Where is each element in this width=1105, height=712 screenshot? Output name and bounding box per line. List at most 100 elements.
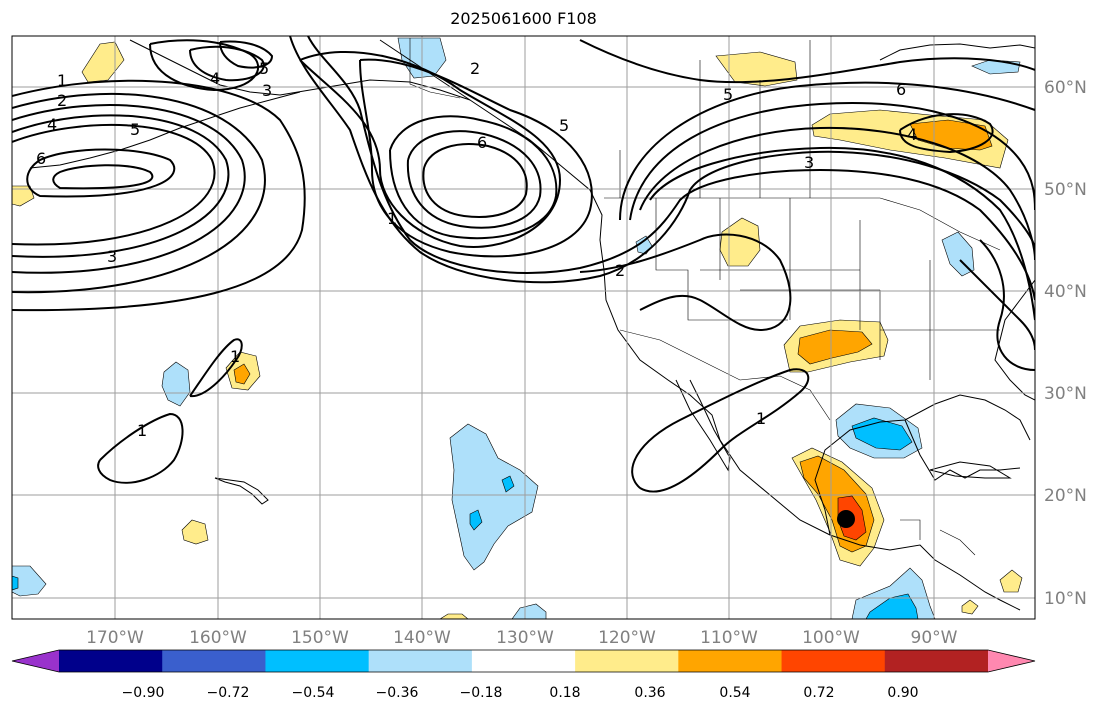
lon-label: 110°W: [700, 628, 758, 648]
border-alaska-canada: [409, 38, 461, 99]
contour-label: 4: [907, 125, 917, 144]
contour-line: [52, 164, 154, 190]
contour-line: [12, 92, 266, 294]
positive-anomaly-area: [797, 329, 873, 365]
colorbar-tick-label: 0.18: [549, 685, 580, 701]
contour-label: 1: [756, 409, 766, 428]
contour-line: [12, 103, 246, 274]
colorbar-extend-min: [12, 650, 59, 672]
lon-label: 130°W: [496, 628, 554, 648]
lat-label: 20°N: [1044, 486, 1087, 506]
contour-labels: 1 2 4 5 6 3 4 5 3 2 5 6 1 2 3 5 6 4 1 1 …: [36, 59, 917, 440]
border-states: [655, 198, 1000, 380]
negative-anomaly-area: [12, 565, 47, 597]
contour-label: 4: [47, 115, 57, 134]
positive-anomaly-area: [439, 613, 469, 619]
coastline-hawaii: [214, 477, 269, 505]
colorbar-tick-label: −0.36: [376, 685, 419, 701]
lat-label: 40°N: [1044, 282, 1087, 302]
negative-anomaly-area: [449, 423, 539, 571]
colorbar-tick-labels: −0.90 −0.72 −0.54 −0.36 −0.18 0.18 0.36 …: [122, 685, 919, 701]
contour-label: 2: [615, 261, 625, 280]
lon-label: 90°W: [911, 628, 958, 648]
colorbar-segment: [471, 650, 576, 672]
negative-anomaly-area: [12, 575, 19, 591]
contour-line: [359, 58, 593, 258]
gridlines: [12, 36, 1035, 619]
colorbar-tick-label: −0.90: [122, 685, 165, 701]
contour-line: [406, 130, 542, 229]
negative-anomaly-area: [469, 509, 483, 531]
colorbar: [11, 649, 1036, 673]
contour-line: [307, 36, 1035, 301]
lat-label: 50°N: [1044, 180, 1087, 200]
colorbar-segment: [781, 650, 886, 672]
contour-label: 1: [230, 347, 240, 366]
plot-title: 2025061600 F108: [450, 9, 597, 28]
lon-label: 150°W: [291, 628, 349, 648]
contour-line: [97, 412, 184, 484]
lon-label: 170°W: [86, 628, 144, 648]
contour-label: 2: [470, 59, 480, 78]
lon-label: 160°W: [189, 628, 247, 648]
contour-line: [619, 81, 1035, 221]
positive-anomaly-area: [719, 217, 761, 267]
map-frame: [11, 35, 1036, 620]
contour-lines: [12, 36, 1035, 493]
colorbar-segment: [59, 650, 163, 672]
contour-line: [959, 259, 1035, 351]
coastline-hudson: [879, 43, 1035, 61]
latitude-labels: 60°N 50°N 40°N 30°N 20°N 10°N: [1044, 78, 1087, 609]
contour-label: 3: [262, 81, 272, 100]
negative-anomaly-area: [501, 475, 515, 493]
colorbar-segment: [162, 650, 266, 672]
colorbar-segment: [678, 650, 783, 672]
contour-line: [629, 102, 1035, 221]
positive-anomaly-area: [961, 599, 979, 615]
contour-label: 6: [477, 133, 487, 152]
contour-line: [149, 39, 260, 92]
contour-label: 6: [896, 80, 906, 99]
colorbar-segment: [368, 650, 473, 672]
positive-anomaly-area: [181, 519, 209, 545]
contour-label: 2: [57, 91, 67, 110]
contour-line: [389, 115, 558, 240]
colorbar-tick-label: −0.18: [460, 685, 503, 701]
contour-line: [422, 143, 528, 218]
contour-label: 3: [804, 153, 814, 172]
contour-label: 6: [36, 149, 46, 168]
contour-label: 1: [137, 421, 147, 440]
colorbar-segment: [575, 650, 679, 672]
contour-label: 1: [387, 209, 397, 228]
contour-line: [12, 79, 306, 312]
contour-label: 3: [107, 247, 117, 266]
coastline-alaska: [129, 39, 471, 101]
contour-line: [189, 338, 243, 398]
contour-line: [219, 40, 274, 69]
positive-anomaly-area: [12, 185, 35, 207]
lon-label: 120°W: [598, 628, 656, 648]
negative-anomaly-area: [511, 603, 547, 619]
contour-line: [26, 148, 176, 198]
shading-layer: [12, 37, 1023, 619]
colorbar-tick-label: 0.36: [634, 685, 665, 701]
contour-line: [979, 239, 1035, 371]
border-us-mexico: [619, 329, 831, 421]
colorbar-tick-label: 0.54: [719, 685, 750, 701]
lon-label: 100°W: [802, 628, 860, 648]
coastline-cuba: [929, 461, 1012, 479]
contour-label: 4: [210, 69, 220, 88]
colorbar-outline: [11, 649, 1036, 673]
colorbar-tick-label: −0.54: [292, 685, 335, 701]
political-borders: [409, 38, 1001, 556]
contour-label: 5: [723, 85, 733, 104]
border-central-america: [900, 519, 976, 556]
lat-label: 60°N: [1044, 78, 1087, 98]
contour-line: [579, 39, 1035, 84]
contour-line: [899, 113, 994, 154]
contour-label: 5: [130, 120, 140, 139]
colorbar-tick-label: 0.72: [803, 685, 834, 701]
lat-label: 30°N: [1044, 384, 1087, 404]
longitude-labels: 170°W 160°W 150°W 140°W 130°W 120°W 110°…: [86, 628, 958, 648]
